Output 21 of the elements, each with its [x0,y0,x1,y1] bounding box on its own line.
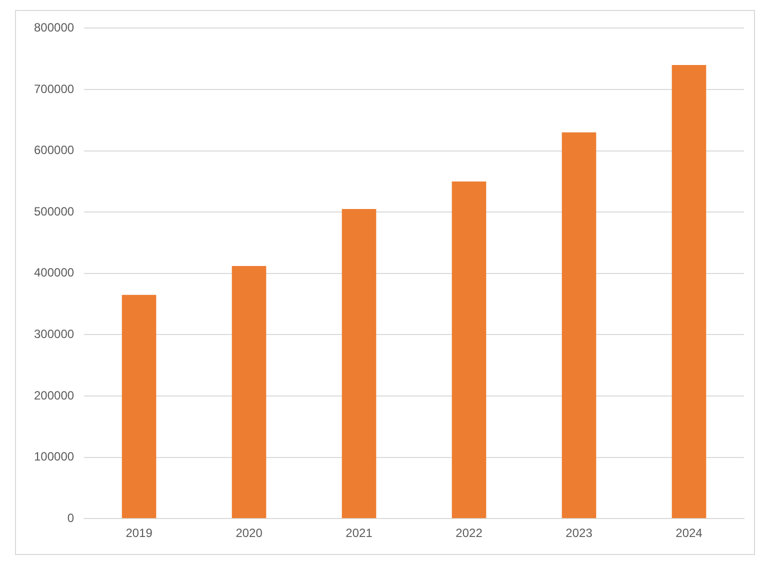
bar [562,132,596,518]
y-tick-label: 800000 [34,20,74,35]
y-tick-label: 300000 [34,327,74,342]
x-tick-label: 2022 [456,526,483,540]
y-tick-label: 500000 [34,204,74,218]
bar [672,64,706,518]
bar [232,266,266,518]
bar [122,294,156,518]
x-tick-label: 2024 [676,526,703,540]
bar [342,209,376,518]
bar [452,181,486,518]
y-tick-label: 400000 [34,266,74,280]
y-tick-label: 100000 [34,450,74,464]
x-tick-label: 2019 [126,526,153,540]
x-tick-label: 2020 [236,526,263,540]
y-tick-label: 0 [67,510,74,525]
x-tick-label: 2021 [346,526,373,540]
y-tick-label: 200000 [34,388,74,402]
x-tick-label: 2023 [566,526,593,540]
y-tick-label: 700000 [34,82,74,96]
y-tick-label: 600000 [34,143,74,158]
